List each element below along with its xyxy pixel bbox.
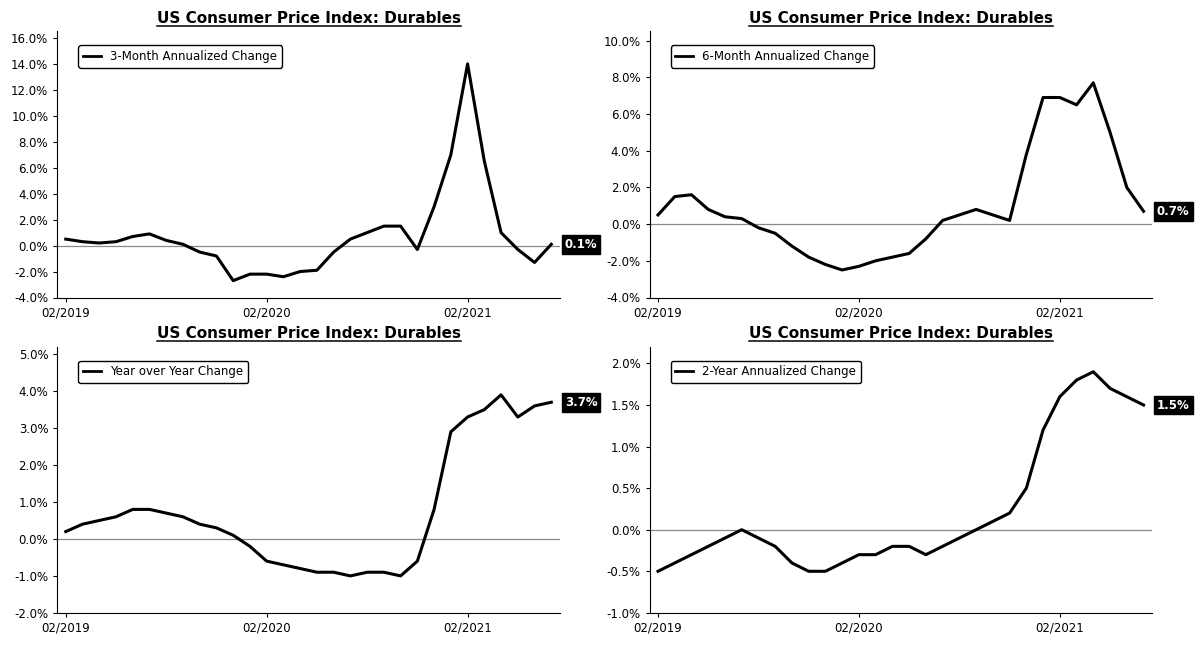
Text: 0.1%: 0.1% [565, 238, 598, 251]
Legend: Year over Year Change: Year over Year Change [78, 360, 248, 383]
Text: 3.7%: 3.7% [565, 396, 598, 409]
Title: US Consumer Price Index: Durables: US Consumer Price Index: Durables [156, 326, 461, 342]
Title: US Consumer Price Index: Durables: US Consumer Price Index: Durables [749, 11, 1052, 26]
Text: 1.5%: 1.5% [1157, 399, 1189, 412]
Legend: 6-Month Annualized Change: 6-Month Annualized Change [671, 45, 875, 68]
Legend: 2-Year Annualized Change: 2-Year Annualized Change [671, 360, 862, 383]
Legend: 3-Month Annualized Change: 3-Month Annualized Change [78, 45, 282, 68]
Title: US Consumer Price Index: Durables: US Consumer Price Index: Durables [749, 326, 1052, 342]
Title: US Consumer Price Index: Durables: US Consumer Price Index: Durables [156, 11, 461, 26]
Text: 0.7%: 0.7% [1157, 205, 1189, 218]
